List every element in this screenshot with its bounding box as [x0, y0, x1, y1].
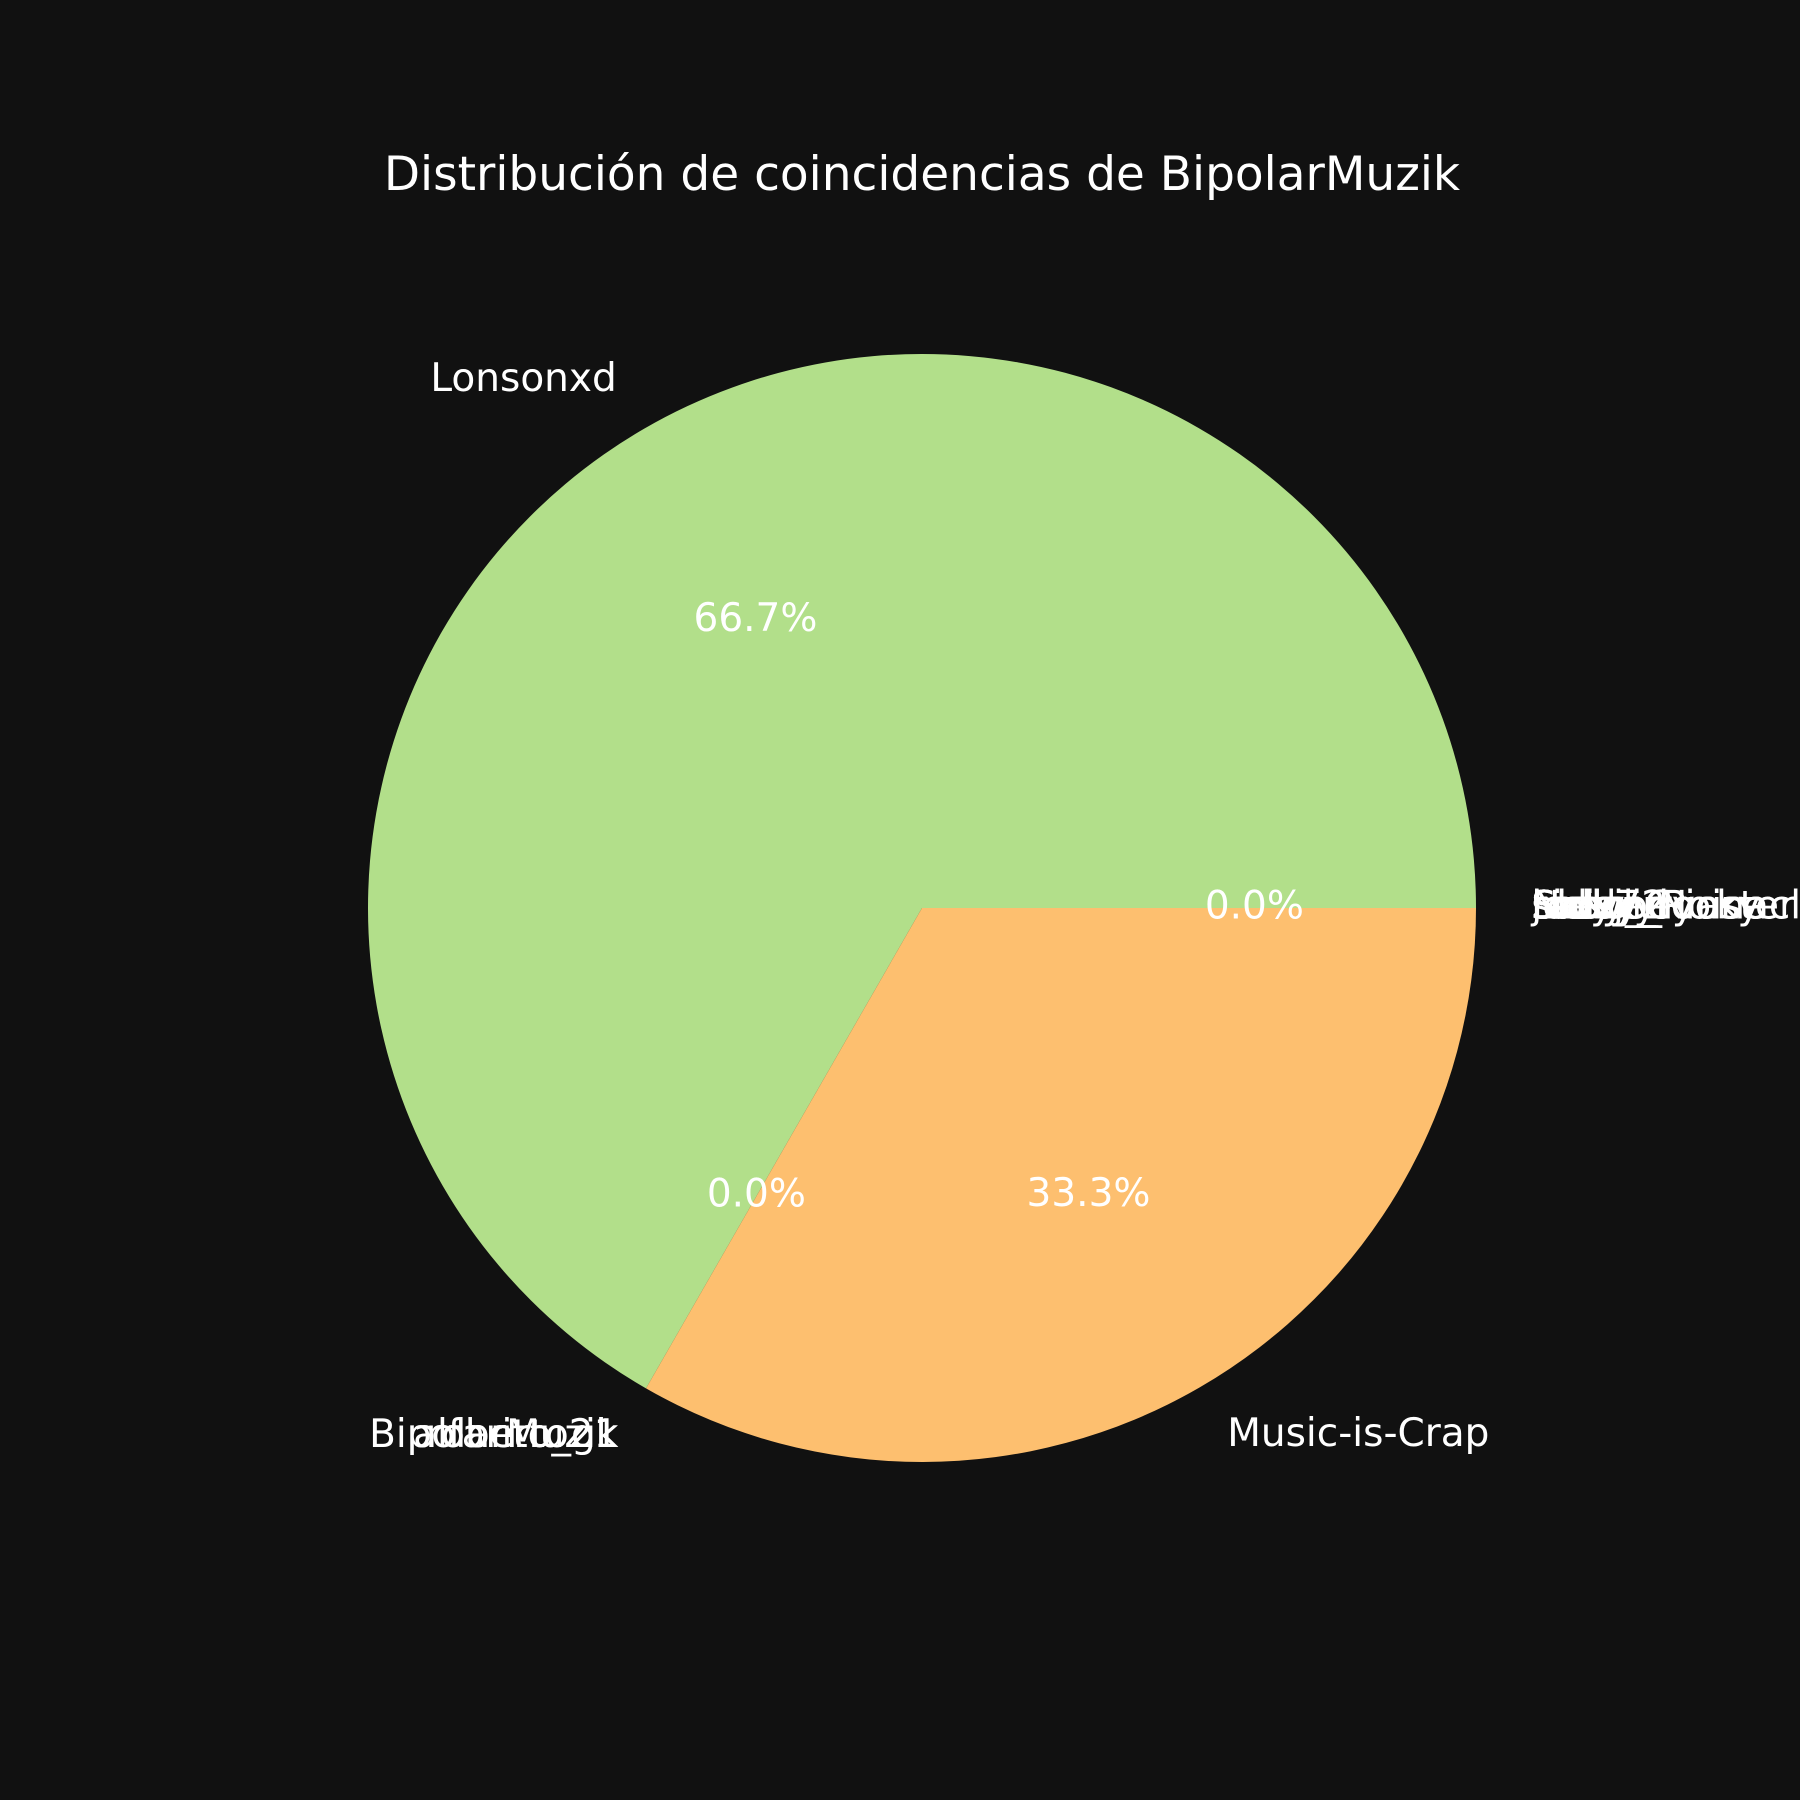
- slice-label-sickgirl: sickgirl: [1531, 884, 1669, 929]
- slice-label-lonsonxd: Lonsonxd: [430, 356, 616, 401]
- slice-label-noisy-noise: Noisy_Noise: [1531, 884, 1766, 929]
- slice-label-joeyjoey: joeyjoey: [1530, 884, 1695, 929]
- labels-layer: Lonsonxd 66.7% BipolarMuzik 0.0% alfarito_gk…: [369, 356, 1800, 1457]
- pct-label-lonsonxd: 66.7%: [694, 596, 818, 641]
- pct-label-music-is-crap: 33.3%: [1027, 1171, 1151, 1216]
- slice-label-music-is-crap: Music-is-Crap: [1227, 1411, 1489, 1456]
- pct-label-zero-right: 0.0%: [1205, 884, 1304, 929]
- slice-label-sidd72: Sidd72: [1531, 884, 1666, 929]
- slice-label-rocky-rocky: rocky_rocky: [1531, 884, 1760, 929]
- slice-label-alfarito-gk: alfarito_gk: [413, 1412, 619, 1457]
- pct-label-bipolarmuzik: 0.0%: [707, 1172, 806, 1217]
- pie-slice-music-is-crap: [646, 908, 1476, 1463]
- chart-title: Distribución de coincidencias de Bipolar…: [384, 147, 1461, 202]
- slice-label-roberto21: roberto21: [426, 1412, 619, 1457]
- slices-layer: [367, 354, 1476, 1463]
- slice-label-lady-coaster: Lady_Coaster: [1531, 884, 1796, 929]
- slice-label-steve-pinnacle: Steve_Pinnacle: [1531, 884, 1800, 929]
- pie-slice-lonsonxd: [367, 354, 1476, 1389]
- slice-label-slowly: Slowly: [1531, 884, 1656, 929]
- slice-label-bipolarmuzik: BipolarMuzik: [369, 1412, 619, 1457]
- slice-label-lubo: Lubo: [1531, 884, 1625, 929]
